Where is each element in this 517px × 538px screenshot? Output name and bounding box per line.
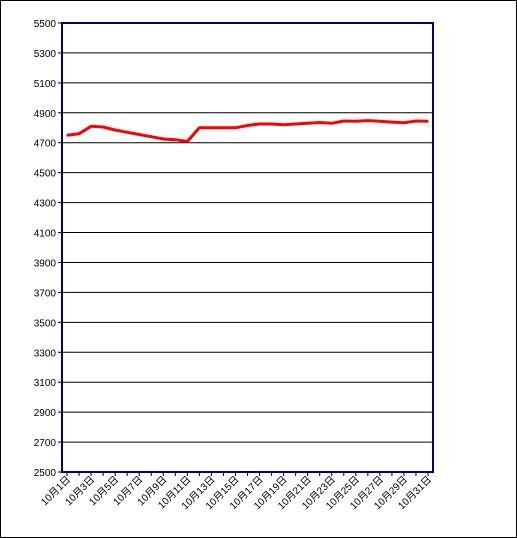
data-point — [90, 125, 92, 128]
y-tick-label: 5100 — [34, 79, 57, 90]
data-point — [270, 123, 273, 125]
y-tick-label: 4500 — [34, 169, 57, 180]
plot-area — [62, 23, 433, 472]
data-point — [186, 140, 189, 143]
y-tick-label: 4700 — [34, 139, 57, 150]
data-point — [126, 131, 128, 134]
data-point — [306, 122, 309, 125]
data-point — [222, 126, 225, 129]
y-tick-label: 3500 — [34, 318, 57, 329]
data-point — [102, 126, 104, 128]
data-point — [403, 122, 405, 124]
x-axis-ticks: 10月1日10月3日10月5日10月7日10月9日10月11日10月13日10月… — [39, 472, 434, 512]
y-tick-label: 4100 — [34, 229, 57, 240]
y-tick-label: 2500 — [34, 468, 57, 479]
data-point — [246, 124, 249, 127]
data-point — [162, 138, 165, 140]
data-point — [282, 123, 285, 126]
data-point — [114, 129, 116, 131]
data-point — [415, 120, 417, 122]
data-point — [234, 126, 237, 129]
y-tick-label: 3900 — [34, 258, 57, 269]
data-point — [391, 121, 393, 123]
data-point — [318, 121, 321, 124]
y-tick-label: 3300 — [34, 348, 57, 359]
y-tick-label: 3700 — [34, 288, 57, 299]
data-point — [342, 120, 345, 122]
y-tick-label: 2700 — [34, 438, 57, 449]
data-point — [258, 123, 261, 125]
data-point — [138, 133, 140, 136]
y-tick-label: 4300 — [34, 199, 57, 210]
data-point — [294, 123, 297, 125]
data-point — [427, 120, 429, 123]
y-axis-ticks: 2500 2700 2900 3100 3300 3500 3700 3900 4100 4300… — [34, 19, 62, 479]
y-tick-label: 5500 — [34, 19, 57, 30]
data-point — [78, 132, 80, 135]
gridlines — [62, 52, 433, 443]
data-point — [198, 126, 201, 129]
data-point — [66, 134, 68, 137]
data-point — [379, 120, 381, 123]
y-tick-label: 3100 — [34, 378, 57, 389]
series-layer — [66, 119, 429, 143]
data-point — [330, 122, 333, 125]
data-point — [210, 126, 213, 129]
y-tick-label: 4900 — [34, 109, 57, 120]
data-point — [367, 119, 369, 122]
data-point — [150, 135, 153, 138]
y-tick-label: 2900 — [34, 408, 57, 419]
y-tick-label: 5300 — [34, 49, 57, 60]
data-point — [355, 120, 357, 123]
data-point — [174, 138, 177, 141]
